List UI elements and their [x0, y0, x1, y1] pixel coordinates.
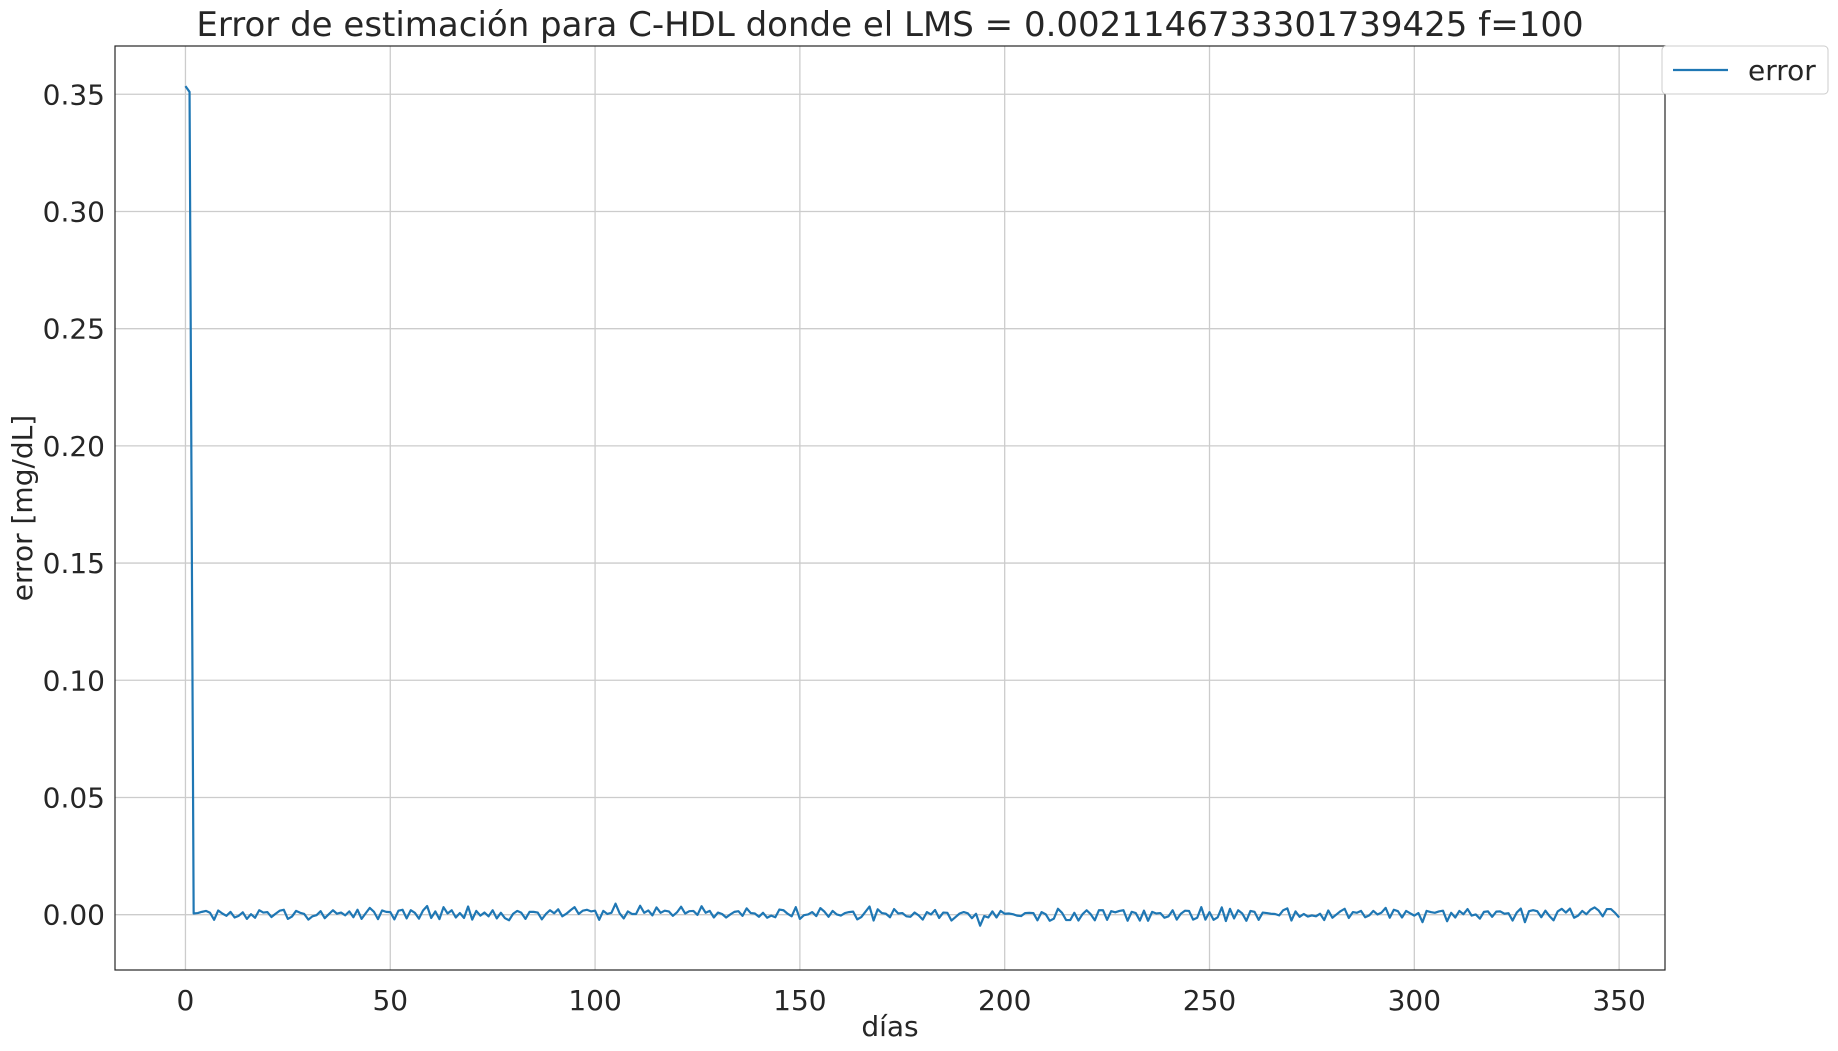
- y-tick-label: 0.25: [43, 313, 105, 346]
- y-tick-label: 0.30: [43, 195, 105, 228]
- y-tick-label: 0.20: [43, 430, 105, 463]
- x-tick-label: 50: [372, 984, 408, 1017]
- y-tick-label: 0.15: [43, 547, 105, 580]
- x-tick-label: 300: [1388, 984, 1441, 1017]
- y-axis-label: error [mg/dL]: [6, 415, 39, 601]
- x-tick-label: 250: [1183, 984, 1236, 1017]
- y-tick-label: 0.10: [43, 664, 105, 697]
- legend-box: [1661, 45, 1829, 95]
- x-tick-label: 100: [568, 984, 621, 1017]
- x-tick-label: 150: [773, 984, 826, 1017]
- y-tick-label: 0.05: [43, 781, 105, 814]
- legend: error: [1661, 45, 1829, 95]
- y-tick-label: 0.35: [43, 78, 105, 111]
- grid-lines: [115, 46, 1665, 970]
- x-axis-label: días: [861, 1010, 918, 1043]
- x-tick-labels: 0 50 100 150 200 250 300 350: [177, 984, 1646, 1017]
- x-tick-label: 350: [1592, 984, 1645, 1017]
- y-tick-label: 0.00: [43, 899, 105, 932]
- legend-label-error: error: [1748, 54, 1816, 87]
- x-tick-label: 0: [177, 984, 195, 1017]
- plot-frame: [114, 45, 1666, 971]
- chart-title: Error de estimación para C-HDL donde el …: [196, 5, 1583, 45]
- series-layer: [184, 85, 1620, 927]
- x-tick-label: 200: [978, 984, 1031, 1017]
- y-tick-labels: 0.00 0.05 0.10 0.15 0.20 0.25 0.30 0.35: [43, 78, 105, 931]
- series-line-error: [184, 85, 1620, 927]
